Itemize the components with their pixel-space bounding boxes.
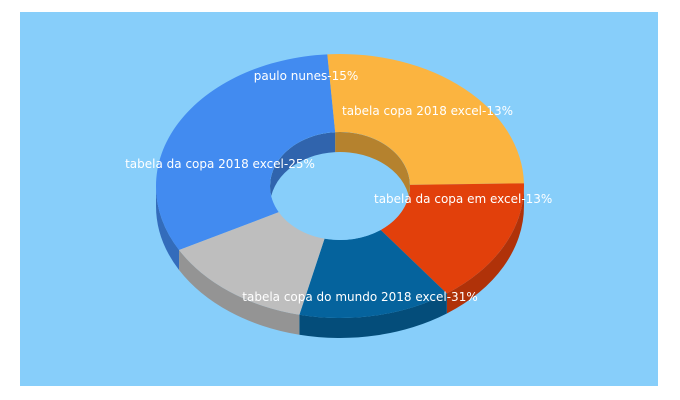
slice-label-4: tabela da copa em excel-13% bbox=[374, 192, 552, 206]
slice-1 bbox=[327, 54, 524, 185]
donut-top-layer bbox=[155, 54, 524, 318]
slice-2 bbox=[380, 183, 524, 294]
slice-0 bbox=[155, 54, 336, 250]
slice-side-0 bbox=[156, 186, 180, 270]
slice-3 bbox=[299, 229, 447, 318]
slice-4 bbox=[179, 212, 325, 315]
chart-panel: tabela copa do mundo 2018 excel-31% tabel… bbox=[20, 12, 658, 386]
slice-label-1: tabela da copa 2018 excel-25% bbox=[125, 157, 315, 171]
slice-inner-wall-0 bbox=[270, 132, 336, 206]
slice-side-2 bbox=[446, 186, 524, 314]
slice-label-3: tabela copa 2018 excel-13% bbox=[342, 104, 513, 118]
donut-chart: tabela copa do mundo 2018 excel-31% tabel… bbox=[20, 12, 658, 386]
slice-label-0: tabela copa do mundo 2018 excel-31% bbox=[242, 290, 477, 304]
slice-label-2: paulo nunes-15% bbox=[254, 69, 359, 83]
slice-inner-wall-1 bbox=[335, 132, 410, 205]
donut-side-layer bbox=[156, 186, 524, 338]
slice-labels: tabela copa do mundo 2018 excel-31% tabel… bbox=[125, 69, 552, 304]
slice-side-3 bbox=[299, 293, 447, 338]
slice-side-4 bbox=[179, 249, 300, 335]
